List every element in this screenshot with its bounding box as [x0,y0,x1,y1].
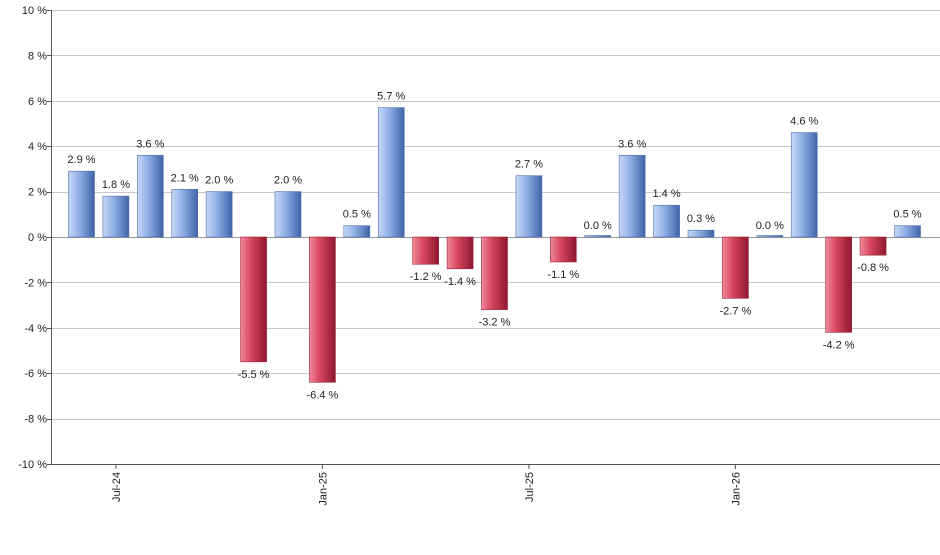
bar-aug-25 [550,236,577,263]
x-axis-tick-labels: Jul-24 Jan-25 Jul-25 Jan-26 [111,472,743,506]
x-tick-label: Jan-26 [730,472,742,506]
bar-mar-25 [377,107,405,238]
data-label: 0.3 % [687,213,715,225]
y-tick-label: 0 % [28,232,47,244]
bar-sep-25 [584,235,612,238]
bar-may-25 [446,236,474,270]
bars [68,107,921,383]
y-tick-label: 4 % [28,141,47,153]
data-label: 2.0 % [274,175,302,187]
bar-nov-25 [653,204,680,238]
data-label: 0.0 % [756,220,784,232]
bar-jul-24 [102,195,130,238]
data-label: -4.2 % [823,339,855,351]
data-label: -1.1 % [547,269,579,281]
data-label: 3.6 % [136,138,164,150]
data-label: -5.5 % [238,369,270,381]
bar-nov-24 [240,236,267,363]
bar-apr-26 [825,236,852,333]
bar-dec-25 [687,229,715,238]
y-tick-label: -2 % [24,277,47,289]
bar-jan-25 [309,236,336,383]
y-tick-label: 2 % [28,187,47,199]
data-label: 0.5 % [893,209,921,221]
bar-feb-26 [756,235,784,238]
bar-dec-24 [274,191,302,238]
bar-jul-25 [515,175,543,238]
bar-jun-24 [68,170,95,238]
axes [47,10,940,469]
bar-feb-25 [343,225,371,238]
data-label: -3.2 % [479,317,511,329]
data-label: -1.2 % [410,271,442,283]
bar-may-26 [859,236,887,256]
data-label: 1.8 % [102,179,130,191]
data-label: -1.4 % [444,276,476,288]
data-label: -6.4 % [307,389,339,401]
bar-aug-24 [137,154,164,238]
y-tick-label: -6 % [24,368,47,380]
data-label: 0.0 % [584,220,612,232]
bar-jun-25 [481,236,508,310]
bar-mar-26 [790,132,818,238]
y-tick-label: -10 % [18,459,47,471]
y-tick-label: -4 % [24,323,47,335]
x-tick-label: Jan-25 [317,472,329,506]
data-label: 3.6 % [618,138,646,150]
data-label: 2.7 % [515,159,543,171]
y-tick-label: -8 % [24,414,47,426]
bar-jun-26 [894,225,921,238]
data-label: 0.5 % [343,209,371,221]
bar-oct-25 [618,154,646,238]
data-label: 4.6 % [790,116,818,128]
bar-jan-26 [722,236,749,299]
x-tick-label: Jul-25 [524,472,536,502]
data-label: 1.4 % [653,188,681,200]
data-label: 2.9 % [67,154,95,166]
bar-apr-25 [412,236,439,265]
x-tick-label: Jul-24 [111,472,123,502]
y-axis-tick-labels: 10 % 8 % 6 % 4 % 2 % 0 % -2 % -4 % -6 % -8 % -10 % [18,5,47,471]
data-label: 5.7 % [377,91,405,103]
bar-sep-24 [171,189,199,238]
y-tick-label: 6 % [28,96,47,108]
data-label: -0.8 % [857,262,889,274]
data-label: 2.1 % [171,172,199,184]
data-labels: 2.9 % 1.8 % 3.6 % 2.1 % 2.0 % -5.5 % 2.0 % -6.4… [67,91,921,402]
y-tick-label: 10 % [22,5,47,17]
data-label: -2.7 % [720,305,752,317]
bar-oct-24 [205,191,233,238]
y-tick-label: 8 % [28,50,47,62]
data-label: 2.0 % [205,175,233,187]
